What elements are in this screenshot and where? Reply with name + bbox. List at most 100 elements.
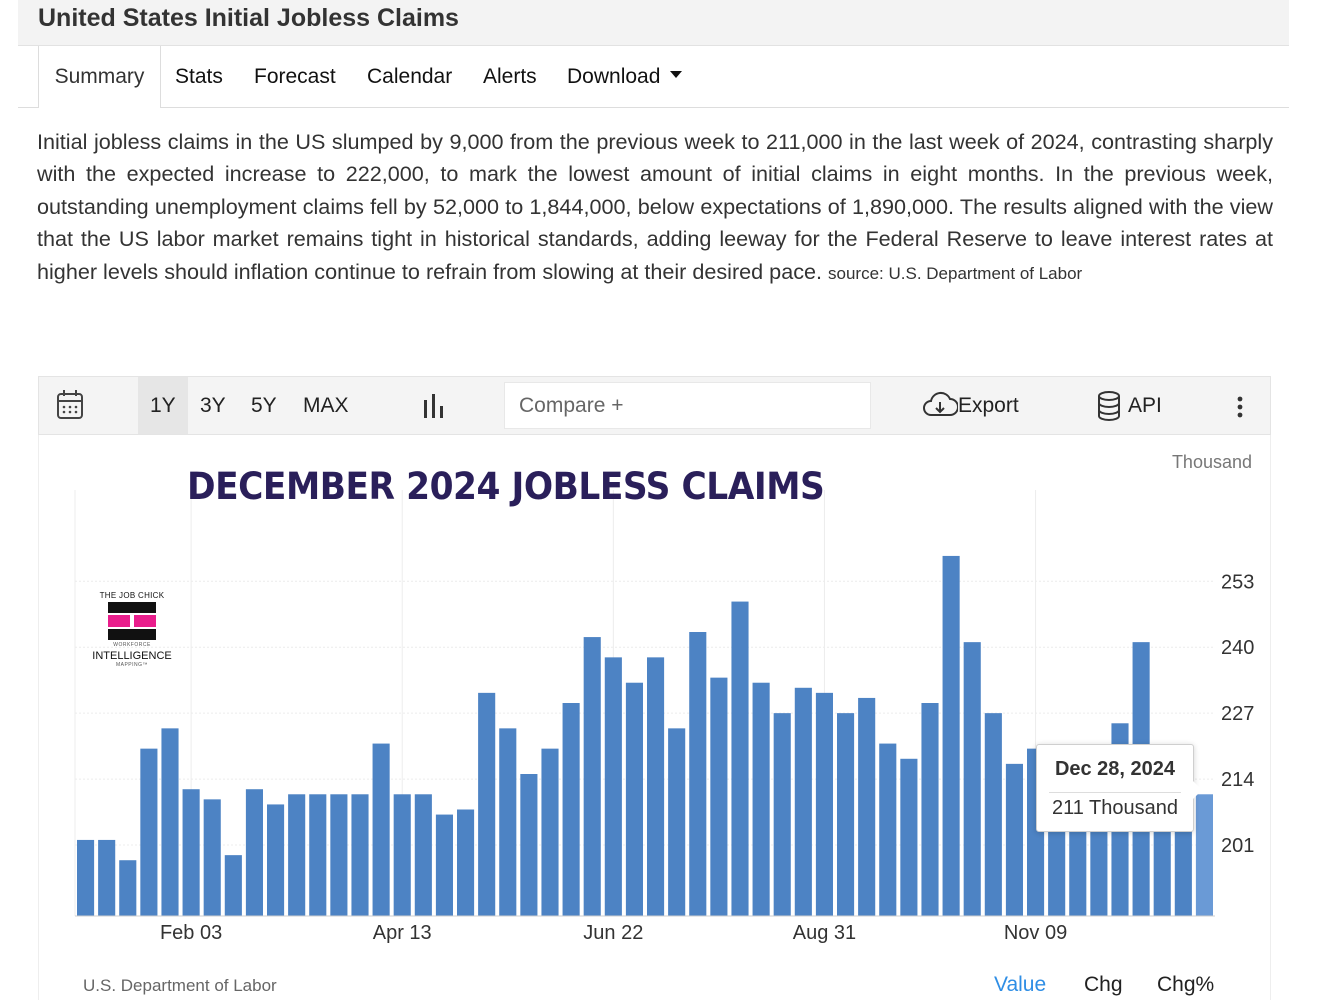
bar[interactable] — [288, 794, 306, 916]
bar[interactable] — [752, 682, 770, 916]
bar[interactable] — [499, 728, 517, 916]
bar[interactable] — [119, 860, 137, 916]
bar[interactable] — [984, 713, 1002, 916]
range-1y[interactable]: 1Y — [138, 377, 188, 434]
unit-label: Thousand — [1171, 452, 1252, 472]
range-3y[interactable]: 3Y — [200, 394, 226, 417]
tooltip-date: Dec 28, 2024 — [1054, 758, 1176, 780]
logo-bar-bottom — [108, 629, 156, 640]
bar[interactable] — [815, 692, 833, 916]
y-tick-label: 240 — [1221, 637, 1254, 659]
bar[interactable] — [647, 657, 665, 916]
export-button[interactable]: Export — [922, 377, 1019, 434]
bar[interactable] — [879, 743, 897, 916]
api-label: API — [1128, 394, 1162, 417]
chg-tab[interactable]: Chg — [1084, 973, 1123, 996]
bar[interactable] — [435, 814, 453, 916]
bar[interactable] — [710, 677, 728, 916]
tooltip-value: 211 Thousand — [1051, 797, 1179, 819]
bar[interactable] — [140, 748, 158, 916]
chart-type-icon[interactable] — [422, 377, 446, 434]
bar[interactable] — [921, 703, 939, 916]
bar[interactable] — [668, 728, 686, 916]
bar[interactable] — [182, 789, 200, 916]
bar[interactable] — [245, 789, 263, 916]
bar[interactable] — [604, 657, 622, 916]
job-chick-logo: THE JOB CHICK WORKFORCE INTELLIGENCE MAP… — [91, 591, 173, 668]
tab-summary[interactable]: Summary — [38, 46, 161, 108]
y-tick-label: 253 — [1221, 571, 1254, 593]
more-options-icon[interactable] — [1235, 377, 1245, 434]
bar[interactable] — [900, 758, 918, 916]
description: Initial jobless claims in the US slumped… — [37, 126, 1273, 290]
logo-line2: INTELLIGENCE — [92, 650, 172, 662]
bar[interactable] — [942, 555, 960, 916]
bar[interactable] — [478, 692, 496, 916]
bar[interactable] — [1005, 763, 1023, 916]
bar[interactable] — [794, 687, 812, 916]
bar[interactable] — [330, 794, 348, 916]
bar[interactable] — [457, 809, 475, 917]
chart-tooltip: Dec 28, 2024 211 Thousand — [1036, 744, 1202, 832]
bar[interactable] — [393, 794, 411, 916]
bar[interactable] — [520, 774, 538, 916]
bar[interactable] — [625, 682, 643, 916]
y-tick-label: 227 — [1221, 703, 1254, 725]
bar[interactable] — [731, 601, 749, 916]
bar[interactable] — [161, 728, 179, 916]
logo-bar-middle — [108, 615, 156, 627]
logo-line0: WORKFORCE — [113, 642, 151, 648]
bar[interactable] — [541, 748, 559, 916]
bar[interactable] — [98, 839, 116, 916]
x-tick-label: Aug 31 — [793, 922, 856, 944]
compare-input[interactable]: Compare + — [504, 382, 871, 429]
x-tick-label: Apr 13 — [373, 922, 432, 944]
bar-chart: 201 214 227 240 253 Feb 03 Apr 13 Jun 22 Aug 31 N… — [74, 490, 1254, 944]
tab-bar: Summary Stats Forecast Calendar Alerts D… — [18, 46, 1289, 108]
bar[interactable] — [267, 804, 285, 916]
bar[interactable] — [562, 703, 580, 916]
bar[interactable] — [1195, 794, 1213, 916]
bar[interactable] — [414, 794, 432, 916]
logo-line3: MAPPING™ — [115, 662, 149, 668]
bar[interactable] — [773, 713, 791, 916]
bar[interactable] — [963, 642, 981, 916]
tab-download[interactable]: Download — [567, 46, 683, 107]
bar[interactable] — [203, 799, 221, 916]
api-button[interactable]: API — [1096, 377, 1162, 434]
y-tick-label: 201 — [1221, 835, 1254, 857]
x-tick-label: Jun 22 — [583, 922, 643, 944]
bar[interactable] — [372, 743, 390, 916]
bar[interactable] — [837, 713, 855, 916]
caret-down-icon — [670, 70, 683, 78]
page-title: United States Initial Jobless Claims — [38, 4, 459, 32]
tab-stats[interactable]: Stats — [175, 65, 223, 88]
chart-toolbar: 1Y 3Y 5Y MAX Compare + Export API — [38, 376, 1271, 435]
overlay-title: DECEMBER 2024 JOBLESS CLAIMS — [187, 465, 825, 508]
calendar-icon[interactable] — [56, 377, 84, 434]
bar[interactable] — [689, 632, 707, 916]
range-5y[interactable]: 5Y — [251, 394, 277, 417]
x-tick-label: Nov 09 — [1004, 922, 1067, 944]
tab-calendar[interactable]: Calendar — [367, 65, 453, 88]
export-label: Export — [958, 394, 1019, 417]
bar[interactable] — [858, 697, 876, 916]
title-bar: United States Initial Jobless Claims — [18, 0, 1289, 46]
chg-pct-tab[interactable]: Chg% — [1157, 973, 1215, 996]
range-max[interactable]: MAX — [303, 394, 349, 417]
bar[interactable] — [583, 637, 601, 916]
bar[interactable] — [309, 794, 327, 916]
tab-download-label: Download — [567, 65, 661, 88]
description-text: Initial jobless claims in the US slumped… — [37, 129, 1273, 284]
x-tick-label: Feb 03 — [160, 922, 222, 944]
bar[interactable] — [77, 839, 95, 916]
database-icon — [1098, 391, 1120, 421]
cloud-download-icon — [923, 391, 959, 416]
chart-source: U.S. Department of Labor — [83, 976, 277, 995]
y-tick-label: 214 — [1221, 769, 1254, 791]
tab-forecast[interactable]: Forecast — [254, 65, 336, 88]
value-tab[interactable]: Value — [994, 973, 1047, 996]
bar[interactable] — [224, 855, 242, 916]
tab-alerts[interactable]: Alerts — [483, 65, 537, 88]
bar[interactable] — [351, 794, 369, 916]
